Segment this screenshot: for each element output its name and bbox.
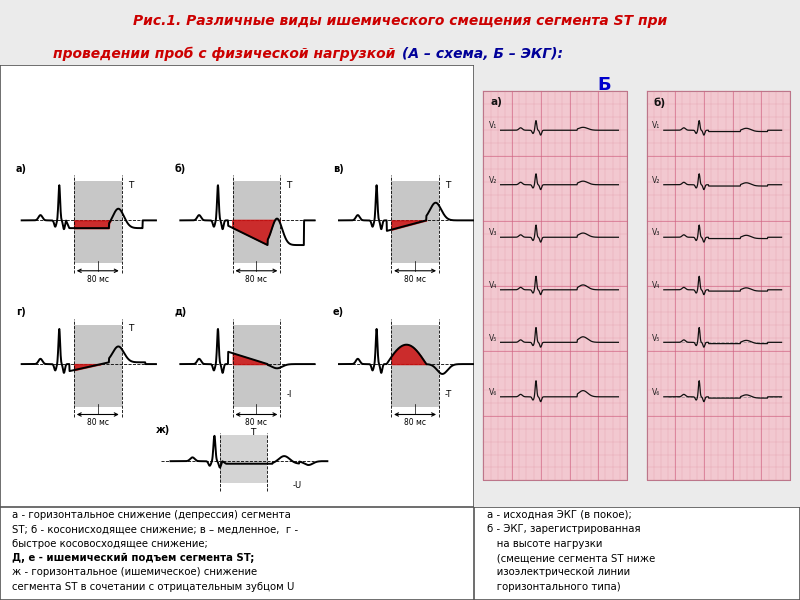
Text: -U: -U bbox=[293, 481, 302, 490]
Text: изоэлектрической линии: изоэлектрической линии bbox=[486, 568, 630, 577]
Bar bbox=[74, 181, 122, 263]
Text: -l: -l bbox=[286, 390, 292, 399]
Text: а): а) bbox=[490, 97, 502, 107]
Text: 80 мс: 80 мс bbox=[86, 418, 109, 427]
Text: -T: -T bbox=[445, 390, 452, 399]
Text: V₅: V₅ bbox=[652, 334, 661, 343]
Text: V₁: V₁ bbox=[652, 121, 661, 130]
Text: на высоте нагрузки: на высоте нагрузки bbox=[486, 539, 602, 548]
Text: V₁: V₁ bbox=[489, 121, 498, 130]
Text: быстрое косовосходящее снижение;: быстрое косовосходящее снижение; bbox=[12, 539, 207, 548]
Text: V₃: V₃ bbox=[489, 229, 498, 238]
Text: T: T bbox=[127, 324, 133, 333]
Text: T: T bbox=[286, 181, 292, 190]
Text: V₆: V₆ bbox=[489, 388, 498, 397]
Text: (А – схема, Б – ЭКГ):: (А – схема, Б – ЭКГ): bbox=[402, 47, 562, 61]
Text: д): д) bbox=[174, 307, 186, 317]
Bar bbox=[646, 91, 790, 481]
Bar bbox=[391, 181, 439, 263]
Text: ST; б - косонисходящее снижение; в – медленное,  г -: ST; б - косонисходящее снижение; в – мед… bbox=[12, 524, 298, 534]
Text: Рис.1. Различные виды ишемического смещения сегмента ST при: Рис.1. Различные виды ишемического смеще… bbox=[133, 14, 667, 28]
Bar bbox=[74, 325, 122, 407]
Text: V₃: V₃ bbox=[652, 229, 661, 238]
Text: 80 мс: 80 мс bbox=[404, 275, 426, 284]
Text: (смещение сегмента ST ниже: (смещение сегмента ST ниже bbox=[486, 553, 655, 563]
Text: горизонтального типа): горизонтального типа) bbox=[486, 582, 621, 592]
Text: б): б) bbox=[654, 97, 666, 107]
Text: е): е) bbox=[333, 307, 344, 317]
Text: V₂: V₂ bbox=[489, 176, 498, 185]
Text: V₆: V₆ bbox=[652, 388, 661, 397]
Bar bbox=[233, 325, 280, 407]
Bar bbox=[220, 435, 267, 482]
Text: 80 мс: 80 мс bbox=[246, 418, 267, 427]
Text: в): в) bbox=[333, 164, 344, 173]
Text: V₅: V₅ bbox=[489, 334, 498, 343]
Bar bbox=[391, 325, 439, 407]
Text: г): г) bbox=[16, 307, 26, 317]
Text: T: T bbox=[445, 181, 450, 190]
Text: ж): ж) bbox=[156, 425, 170, 434]
Text: T: T bbox=[127, 181, 133, 190]
Text: ж - горизонтальное (ишемическое) снижение: ж - горизонтальное (ишемическое) снижени… bbox=[12, 568, 257, 577]
Text: б - ЭКГ, зарегистрированная: б - ЭКГ, зарегистрированная bbox=[486, 524, 640, 534]
Text: V₄: V₄ bbox=[489, 281, 498, 290]
Text: сегмента ST в сочетании с отрицательным зубцом U: сегмента ST в сочетании с отрицательным … bbox=[12, 582, 294, 592]
Text: 80 мс: 80 мс bbox=[246, 275, 267, 284]
Text: а - исходная ЭКГ (в покое);: а - исходная ЭКГ (в покое); bbox=[486, 510, 631, 520]
Text: 80 мс: 80 мс bbox=[404, 418, 426, 427]
Text: проведении проб с физической нагрузкой: проведении проб с физической нагрузкой bbox=[53, 47, 400, 61]
Text: 80 мс: 80 мс bbox=[86, 275, 109, 284]
Text: V₂: V₂ bbox=[652, 176, 661, 185]
Text: Д, е - ишемический подъем сегмента ST;: Д, е - ишемический подъем сегмента ST; bbox=[12, 553, 254, 563]
Text: а - горизонтальное снижение (депрессия) сегмента: а - горизонтальное снижение (депрессия) … bbox=[12, 510, 290, 520]
Text: T: T bbox=[250, 428, 256, 437]
Bar bbox=[233, 181, 280, 263]
Text: а): а) bbox=[16, 164, 26, 173]
Text: А: А bbox=[169, 76, 183, 94]
Bar bbox=[483, 91, 627, 481]
Text: Б: Б bbox=[597, 76, 611, 94]
Text: б): б) bbox=[174, 164, 186, 174]
Text: V₄: V₄ bbox=[652, 281, 661, 290]
